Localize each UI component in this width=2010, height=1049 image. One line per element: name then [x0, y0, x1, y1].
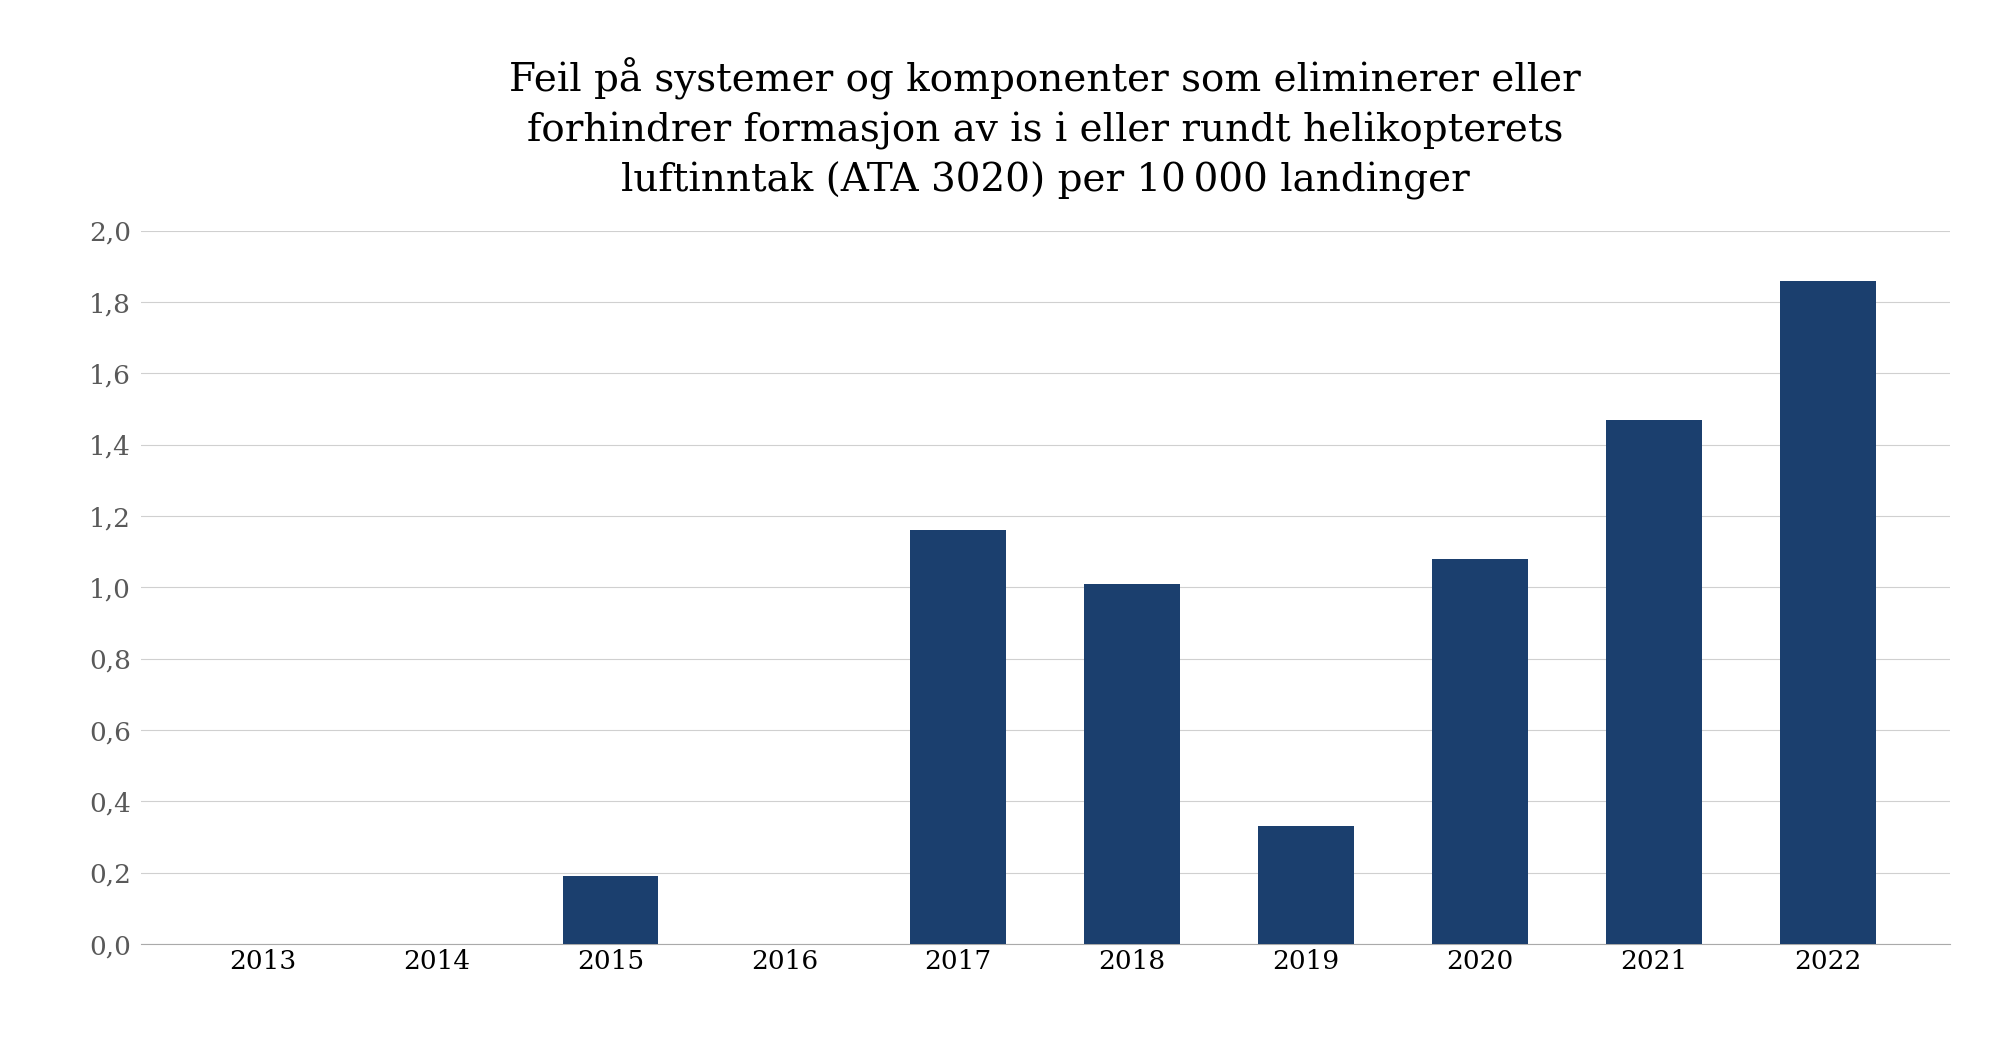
Bar [1781, 281, 1875, 944]
Bar [1258, 827, 1355, 944]
Bar [911, 531, 1007, 944]
Bar [1606, 420, 1702, 944]
Bar [1083, 584, 1180, 944]
Bar [1433, 559, 1528, 944]
Title: Feil på systemer og komponenter som eliminerer eller
forhindrer formasjon av is : Feil på systemer og komponenter som elim… [509, 58, 1582, 200]
Bar [563, 876, 657, 944]
